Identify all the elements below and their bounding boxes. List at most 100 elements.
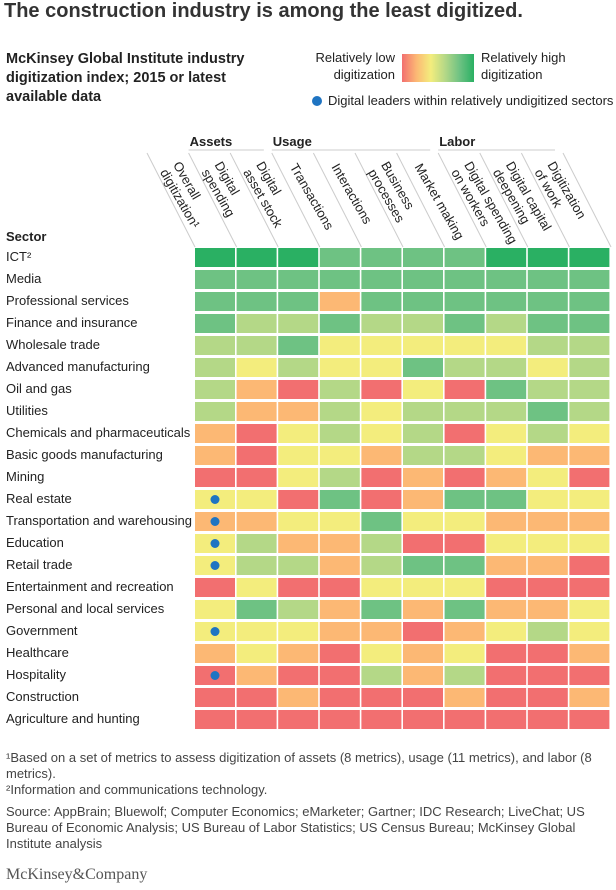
row-label: Media xyxy=(6,271,42,286)
heatmap-cell xyxy=(527,314,568,333)
group-label: Usage xyxy=(273,134,312,149)
heatmap-cell xyxy=(444,380,485,399)
heatmap-cell xyxy=(486,490,527,509)
heatmap-cell xyxy=(444,402,485,421)
row-label: Mining xyxy=(6,469,45,484)
heatmap-cell xyxy=(527,666,568,685)
heatmap-cell xyxy=(486,446,527,465)
column-divider xyxy=(479,152,529,248)
legend-dot-label: Digital leaders within relatively undigi… xyxy=(328,93,614,108)
heatmap-cell xyxy=(236,248,277,267)
heatmap-cell xyxy=(278,666,319,685)
heatmap-cell xyxy=(444,336,485,355)
heatmap-cell xyxy=(361,534,402,553)
heatmap-cell xyxy=(403,468,443,487)
heatmap-cell xyxy=(319,424,360,443)
heatmap-cell xyxy=(236,534,277,553)
heatmap-cell xyxy=(444,666,485,685)
row-label: Agriculture and hunting xyxy=(6,711,140,726)
heatmap-cell xyxy=(319,402,360,421)
row-label: Professional services xyxy=(6,293,129,308)
heatmap-cell xyxy=(236,358,277,377)
heatmap-cell xyxy=(444,292,485,311)
heatmap-cell xyxy=(361,622,402,641)
heatmap-cell xyxy=(569,446,610,465)
column-divider xyxy=(229,152,279,248)
heatmap-cell xyxy=(569,534,610,553)
heatmap-cell xyxy=(527,600,568,619)
heatmap-cell xyxy=(319,644,360,663)
heatmap-cell xyxy=(486,336,527,355)
heatmap-cell xyxy=(486,600,527,619)
heatmap-cell xyxy=(319,556,360,575)
heatmap-cell xyxy=(569,402,610,421)
heatmap-cell xyxy=(569,644,610,663)
row-label: Basic goods manufacturing xyxy=(6,447,163,462)
heatmap-cell xyxy=(319,248,360,267)
heatmap-cell xyxy=(527,468,568,487)
heatmap-cell xyxy=(444,710,485,729)
column-divider xyxy=(312,152,362,248)
heatmap-cell xyxy=(569,314,610,333)
heatmap-cell xyxy=(278,490,319,509)
heatmap-cell xyxy=(444,622,485,641)
heatmap-cell xyxy=(527,336,568,355)
heatmap-cell xyxy=(403,710,443,729)
column-label: Interactions xyxy=(328,161,375,227)
heatmap-cell xyxy=(278,248,319,267)
heatmap-cell xyxy=(527,402,568,421)
heatmap-cell xyxy=(403,380,443,399)
heatmap-cell xyxy=(319,292,360,311)
heatmap-cell xyxy=(195,468,235,487)
heatmap-cell xyxy=(361,270,402,289)
heatmap-cell xyxy=(403,578,443,597)
heatmap-cell xyxy=(486,644,527,663)
heatmap-cell xyxy=(361,688,402,707)
heatmap-cell xyxy=(361,358,402,377)
heatmap-cell xyxy=(278,534,319,553)
heatmap-cell xyxy=(403,336,443,355)
heatmap-cell xyxy=(278,314,319,333)
heatmap-cell xyxy=(527,556,568,575)
heatmap-cell xyxy=(527,424,568,443)
heatmap-cell xyxy=(278,644,319,663)
legend-high-label: Relatively high digitization xyxy=(481,50,566,82)
heatmap-cell xyxy=(236,446,277,465)
heatmap-cell xyxy=(486,534,527,553)
heatmap-cell xyxy=(403,248,443,267)
row-label: Transportation and warehousing xyxy=(6,513,192,528)
legend-gradient xyxy=(402,54,474,82)
heatmap-cell xyxy=(486,666,527,685)
heatmap-cell xyxy=(403,534,443,553)
heatmap-cell xyxy=(278,358,319,377)
heatmap-cell xyxy=(403,314,443,333)
heatmap-cell xyxy=(527,688,568,707)
heatmap-cell xyxy=(527,534,568,553)
heatmap-cell xyxy=(403,556,443,575)
heatmap-cell xyxy=(403,688,443,707)
heatmap-cell xyxy=(486,468,527,487)
heatmap-cell xyxy=(403,666,443,685)
heatmap-cell xyxy=(236,600,277,619)
heatmap-cell xyxy=(486,424,527,443)
heatmap-cell xyxy=(236,578,277,597)
heatmap-cell xyxy=(569,380,610,399)
heatmap-cell xyxy=(278,424,319,443)
heatmap-cell xyxy=(403,600,443,619)
heatmap-cell xyxy=(444,688,485,707)
heatmap-cell xyxy=(361,424,402,443)
heatmap-cell xyxy=(403,424,443,443)
heatmap-cell xyxy=(195,270,235,289)
digital-leader-dot xyxy=(210,561,220,570)
column-divider xyxy=(188,152,238,248)
digital-leader-dot xyxy=(210,495,220,504)
heatmap-cell xyxy=(195,688,235,707)
row-label: Hospitality xyxy=(6,667,66,682)
heatmap-cell xyxy=(527,380,568,399)
heatmap-cell xyxy=(236,314,277,333)
heatmap-cell xyxy=(486,358,527,377)
heatmap-cell xyxy=(278,600,319,619)
heatmap-cell xyxy=(278,622,319,641)
heatmap-cell xyxy=(403,622,443,641)
heatmap-cell xyxy=(569,248,610,267)
